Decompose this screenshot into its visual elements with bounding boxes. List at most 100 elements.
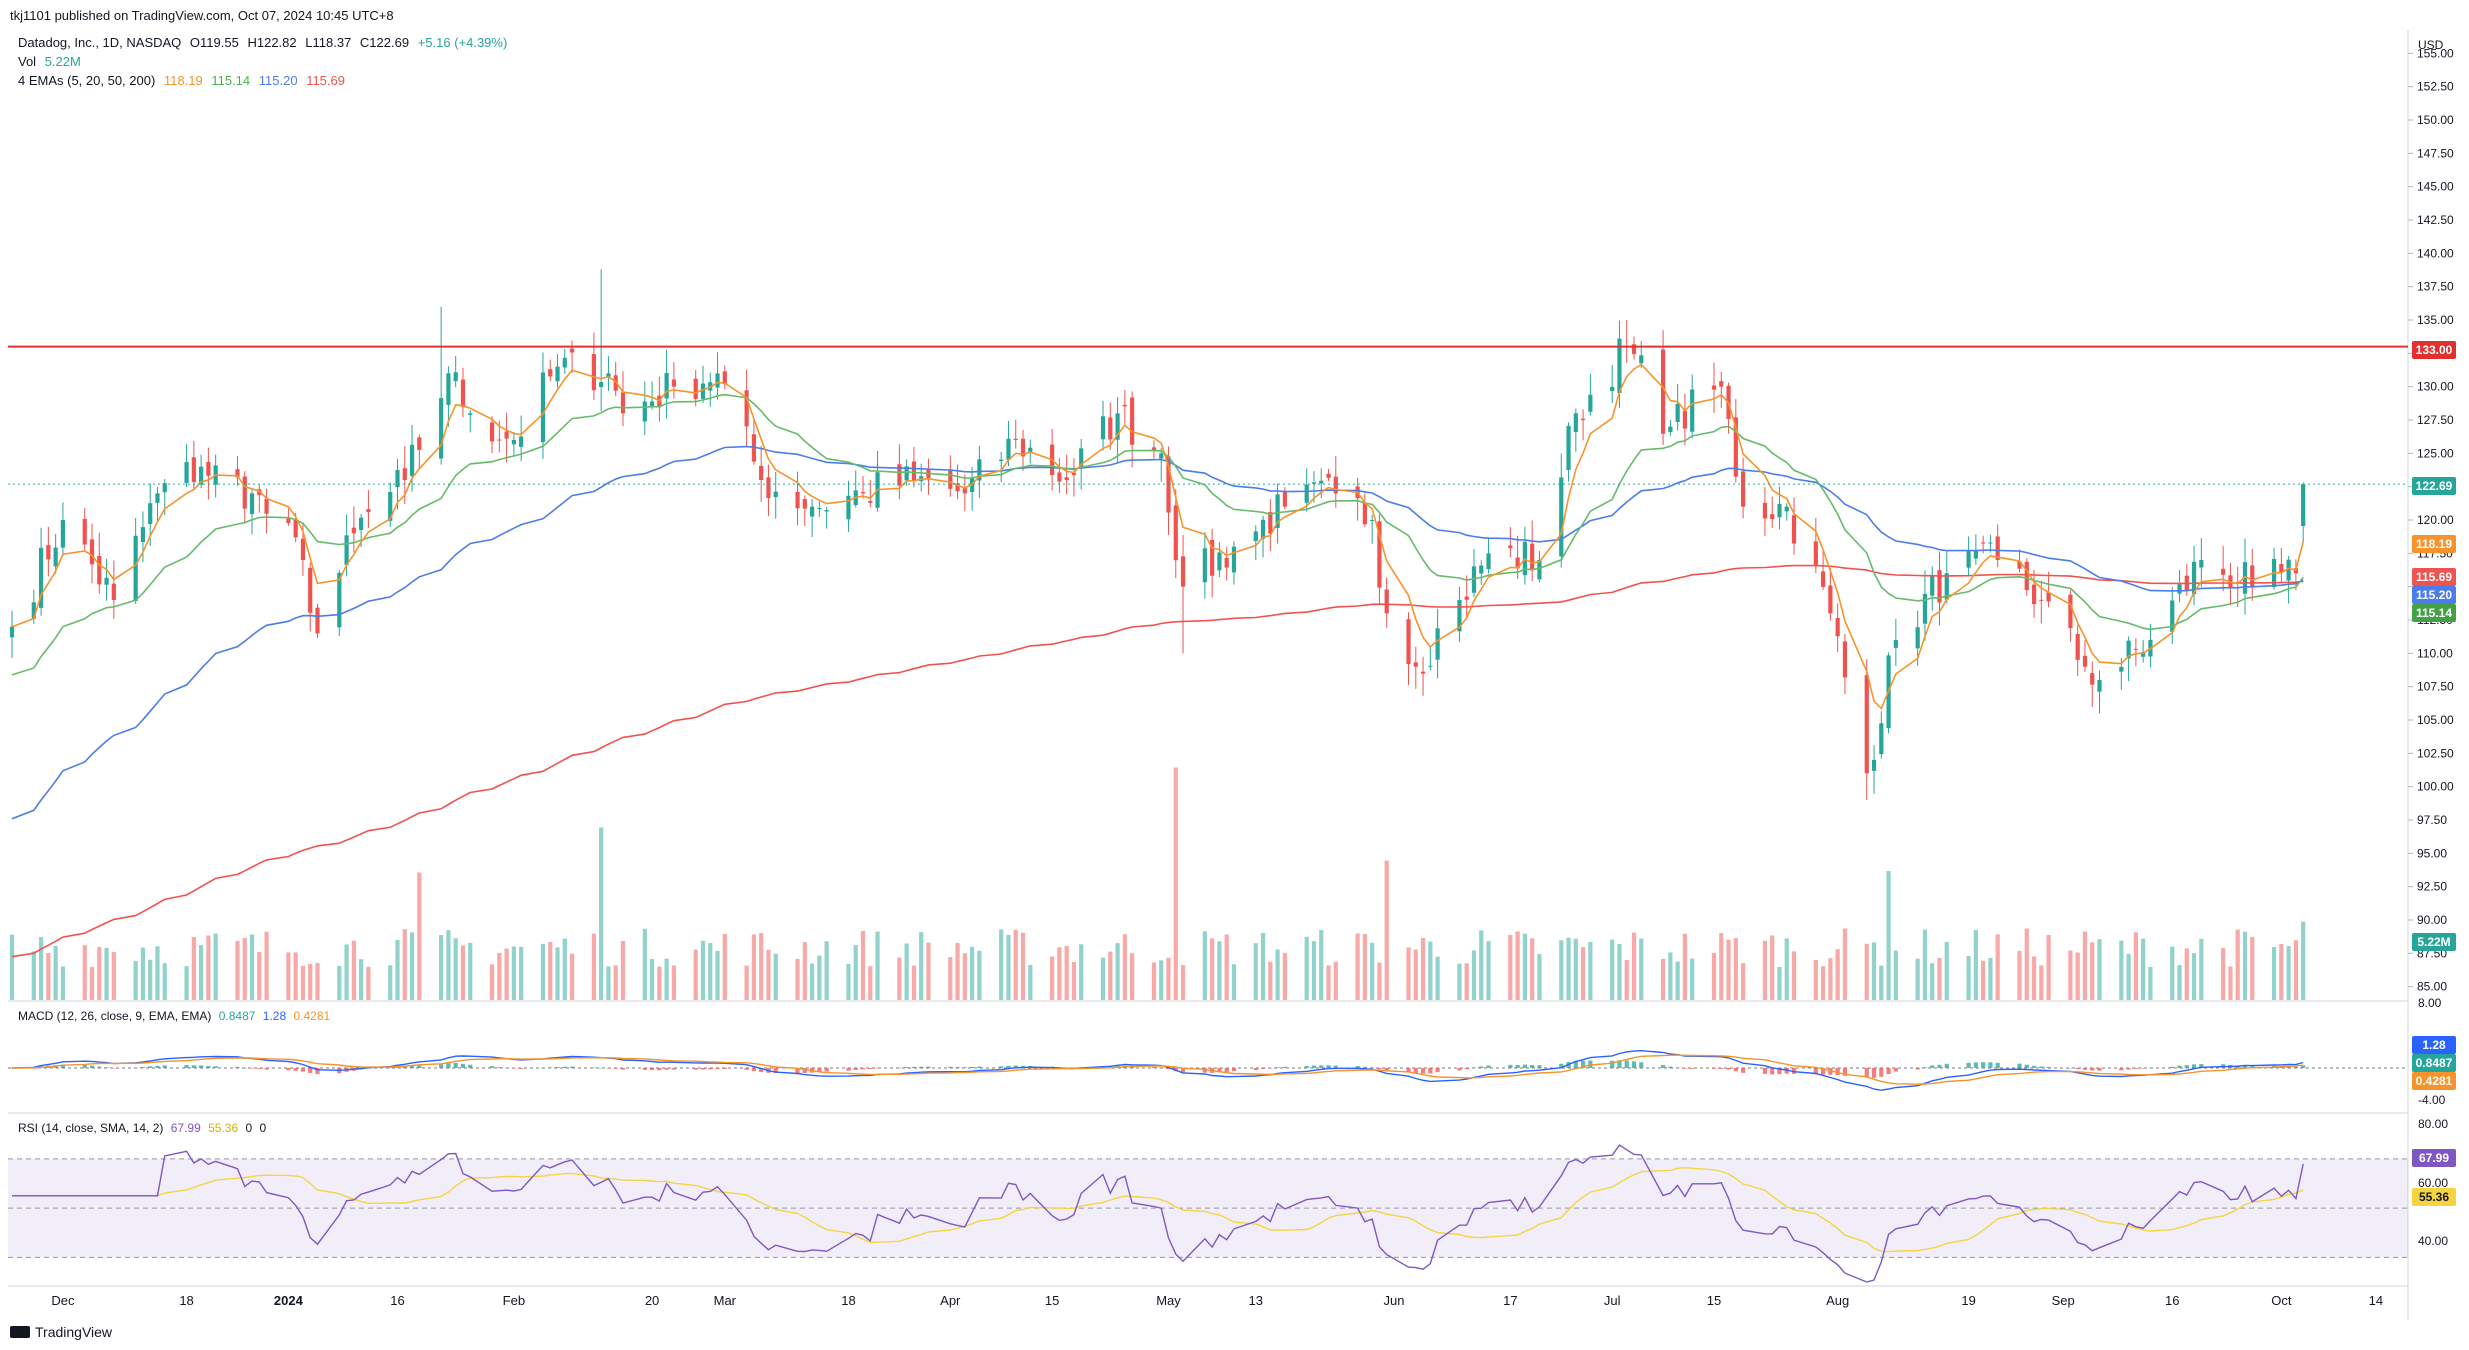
price-tick-label: 120.00 bbox=[2417, 513, 2454, 527]
volume-bar bbox=[817, 955, 822, 1000]
volume-bar bbox=[1028, 964, 1033, 1000]
candle-body bbox=[693, 378, 698, 399]
rsi-value: 67.99 bbox=[170, 1121, 201, 1135]
candle-body bbox=[402, 468, 407, 480]
macd-histogram-bar bbox=[2286, 1066, 2291, 1068]
volume-bar bbox=[46, 952, 51, 1000]
candle-body bbox=[1791, 515, 1797, 544]
volume-bar bbox=[962, 953, 967, 1000]
candle-body bbox=[1973, 550, 1978, 559]
candle-body bbox=[2286, 559, 2291, 581]
rsi-title: RSI (14, close, SMA, 14, 2) bbox=[18, 1121, 164, 1135]
volume-bar bbox=[722, 933, 727, 1000]
time-tick-label: May bbox=[1156, 1293, 1181, 1308]
volume-bar bbox=[402, 929, 407, 1000]
candle-body bbox=[133, 535, 138, 601]
candle-body bbox=[1631, 344, 1637, 355]
macd-histogram-bar bbox=[1966, 1062, 1971, 1068]
ohlc-low: L118.37 bbox=[305, 35, 352, 50]
price-tick-label: 145.00 bbox=[2417, 180, 2454, 194]
volume-bar bbox=[1871, 942, 1877, 1000]
macd-histogram-bar bbox=[613, 1068, 618, 1069]
candle-body bbox=[1231, 546, 1237, 573]
macd-histogram-bar bbox=[1370, 1067, 1375, 1068]
macd-histogram-bar bbox=[2017, 1063, 2022, 1068]
candle-body bbox=[1471, 566, 1477, 593]
price-tick-label: 97.50 bbox=[2417, 813, 2447, 827]
volume-bar bbox=[1726, 939, 1731, 1000]
volume-bar bbox=[1071, 962, 1077, 1000]
candle-body bbox=[1370, 520, 1375, 521]
candle-body bbox=[904, 466, 909, 481]
candle-body bbox=[1573, 413, 1578, 432]
macd-histogram-bar bbox=[1835, 1068, 1840, 1076]
volume-bar bbox=[540, 943, 546, 1000]
candle-body bbox=[1828, 585, 1833, 614]
volume-bar bbox=[926, 942, 931, 1000]
candle-body bbox=[1915, 627, 1920, 649]
macd-histogram-bar bbox=[1377, 1068, 1382, 1070]
macd-histogram-bar bbox=[1530, 1065, 1535, 1068]
volume-bar bbox=[1522, 933, 1527, 1000]
ema-legend[interactable]: 4 EMAs (5, 20, 50, 200) 118.19 115.14 11… bbox=[18, 73, 350, 88]
macd-histogram-bar bbox=[1304, 1066, 1309, 1068]
volume-bar bbox=[504, 948, 509, 1000]
tradingview-logo[interactable]: TradingView bbox=[10, 1324, 112, 1340]
volume-bar bbox=[2221, 947, 2226, 1000]
volume-bar bbox=[1013, 929, 1018, 1000]
macd-histogram-bar bbox=[1733, 1068, 1738, 1072]
volume-bar bbox=[1326, 965, 1331, 1000]
macd-histogram-bar bbox=[1573, 1060, 1578, 1068]
volume-bar bbox=[2126, 953, 2131, 1000]
rsi-legend[interactable]: RSI (14, close, SMA, 14, 2) 67.99 55.36 … bbox=[18, 1121, 270, 1135]
candle-body bbox=[300, 538, 306, 560]
macd-histogram-bar bbox=[1668, 1066, 1673, 1068]
ema50-line bbox=[11, 445, 2304, 820]
macd-histogram-bar bbox=[2090, 1068, 2095, 1071]
volume-bar bbox=[999, 929, 1004, 1000]
candle-body bbox=[2221, 568, 2226, 575]
volume-bar bbox=[1406, 947, 1411, 1000]
volume-bar bbox=[1821, 966, 1826, 1000]
volume-bar bbox=[2301, 921, 2306, 1000]
volume-bar bbox=[1610, 939, 1615, 1000]
candle-body bbox=[206, 461, 211, 476]
macd-histogram-bar bbox=[904, 1067, 909, 1068]
macd-histogram-bar bbox=[504, 1067, 509, 1069]
macd-histogram-bar bbox=[977, 1066, 982, 1068]
candle-body bbox=[155, 493, 160, 503]
symbol-legend[interactable]: Datadog, Inc., 1D, NASDAQ O119.55 H122.8… bbox=[18, 35, 512, 50]
volume-bar bbox=[1319, 929, 1324, 1000]
macd-legend[interactable]: MACD (12, 26, close, 9, EMA, EMA) 0.8487… bbox=[18, 1009, 334, 1023]
macd-histogram-bar bbox=[162, 1065, 167, 1068]
candle-body bbox=[351, 527, 356, 534]
volume-legend[interactable]: Vol 5.22M bbox=[18, 54, 86, 69]
candle-body bbox=[1690, 389, 1695, 432]
macd-histogram-bar bbox=[249, 1068, 255, 1069]
candle-body bbox=[1253, 531, 1258, 542]
volume-bar bbox=[453, 938, 458, 1000]
candle-body bbox=[1988, 542, 1993, 544]
volume-bar bbox=[111, 951, 116, 1000]
ema-label: 4 EMAs (5, 20, 50, 200) bbox=[18, 73, 156, 88]
volume-bar bbox=[2068, 950, 2073, 1000]
candle-body bbox=[111, 583, 116, 600]
volume-bar bbox=[1064, 945, 1069, 1000]
volume-bar bbox=[366, 966, 371, 1000]
candle-body bbox=[700, 383, 706, 399]
volume-bar bbox=[1864, 943, 1869, 1000]
volume-bar bbox=[1537, 954, 1542, 1000]
candle-body bbox=[540, 372, 546, 443]
candle-body bbox=[1610, 386, 1615, 392]
macd-histogram-bar bbox=[1777, 1068, 1782, 1075]
volume-bar bbox=[1668, 952, 1673, 1000]
volume-bar bbox=[1486, 941, 1491, 1000]
macd-histogram-bar bbox=[1471, 1067, 1477, 1069]
macd-histogram-bar bbox=[2170, 1066, 2175, 1068]
macd-histogram-bar bbox=[1333, 1065, 1338, 1068]
macd-histogram-bar bbox=[802, 1068, 807, 1074]
macd-histogram-bar bbox=[1559, 1063, 1564, 1068]
candle-body bbox=[1944, 573, 1949, 600]
volume-bar bbox=[860, 930, 866, 1000]
macd-histogram-bar bbox=[540, 1067, 546, 1069]
